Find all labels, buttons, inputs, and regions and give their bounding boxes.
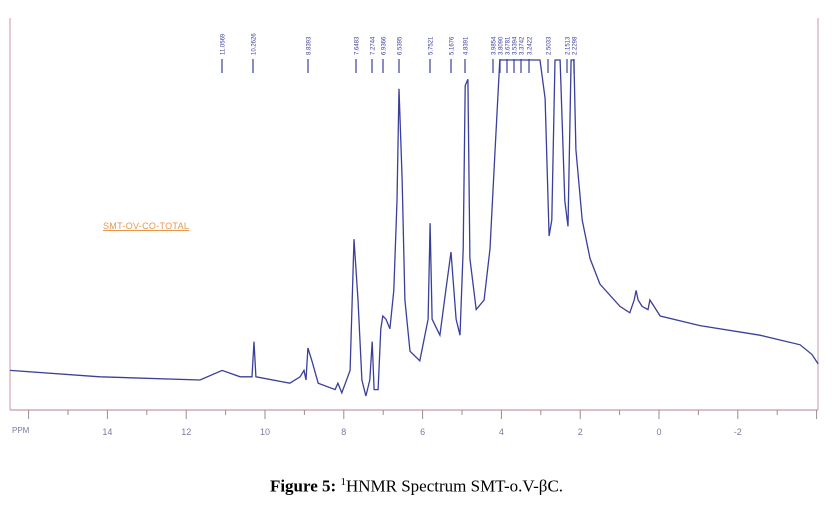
x-tick-label: 12	[181, 427, 191, 437]
peak-label: 5.1676	[450, 36, 456, 55]
x-tick-label: 4	[499, 427, 504, 437]
peak-label: 3.6781	[506, 36, 512, 55]
spectrum-line	[10, 59, 819, 397]
x-tick-label: 0	[656, 427, 661, 437]
x-tick-label: -2	[734, 427, 742, 437]
peak-label: 2.5033	[547, 36, 553, 55]
peak-label: 6.9366	[382, 36, 388, 55]
caption-label: Figure 5:	[269, 476, 337, 496]
peak-label: 2.2298	[573, 36, 579, 55]
peak-label: 3.2422	[528, 36, 534, 55]
peak-label: 6.5395	[398, 36, 404, 55]
peak-label: 3.3742	[520, 36, 526, 55]
figure-caption: Figure 5: 1HNMR Spectrum SMT-o.V-βC.	[0, 476, 833, 497]
peak-label: 3.8090	[499, 36, 505, 55]
x-tick-label: 14	[102, 427, 112, 437]
sample-label: SMT-OV-CO-TOTAL	[103, 221, 190, 231]
peak-label: 11.0569	[221, 33, 227, 55]
x-tick-label: 2	[578, 427, 583, 437]
x-tick-label: 6	[420, 427, 425, 437]
peak-label: 3.5394	[513, 36, 519, 55]
peak-label: 8.8393	[307, 36, 313, 55]
x-axis-label: PPM	[12, 426, 30, 435]
caption-text: HNMR Spectrum SMT-o.V-βC.	[345, 476, 564, 496]
peak-label: 3.9854	[492, 36, 498, 55]
peak-label: 7.2744	[371, 36, 377, 55]
peak-label: 4.8391	[464, 36, 470, 55]
caption-superscript: 1	[340, 476, 346, 488]
peak-label: 2.1513	[566, 36, 572, 55]
peak-label: 7.6483	[355, 36, 361, 55]
nmr-spectrum-chart: 14 12 10 8 6 4 2 0 -2 11.0569 10.2626 8.8393 7.6483…	[9, 18, 819, 437]
x-tick-label: 8	[341, 427, 346, 437]
peak-label: 10.2626	[252, 33, 258, 55]
x-tick-label: 10	[260, 427, 270, 437]
peak-label: 5.7521	[429, 36, 435, 55]
